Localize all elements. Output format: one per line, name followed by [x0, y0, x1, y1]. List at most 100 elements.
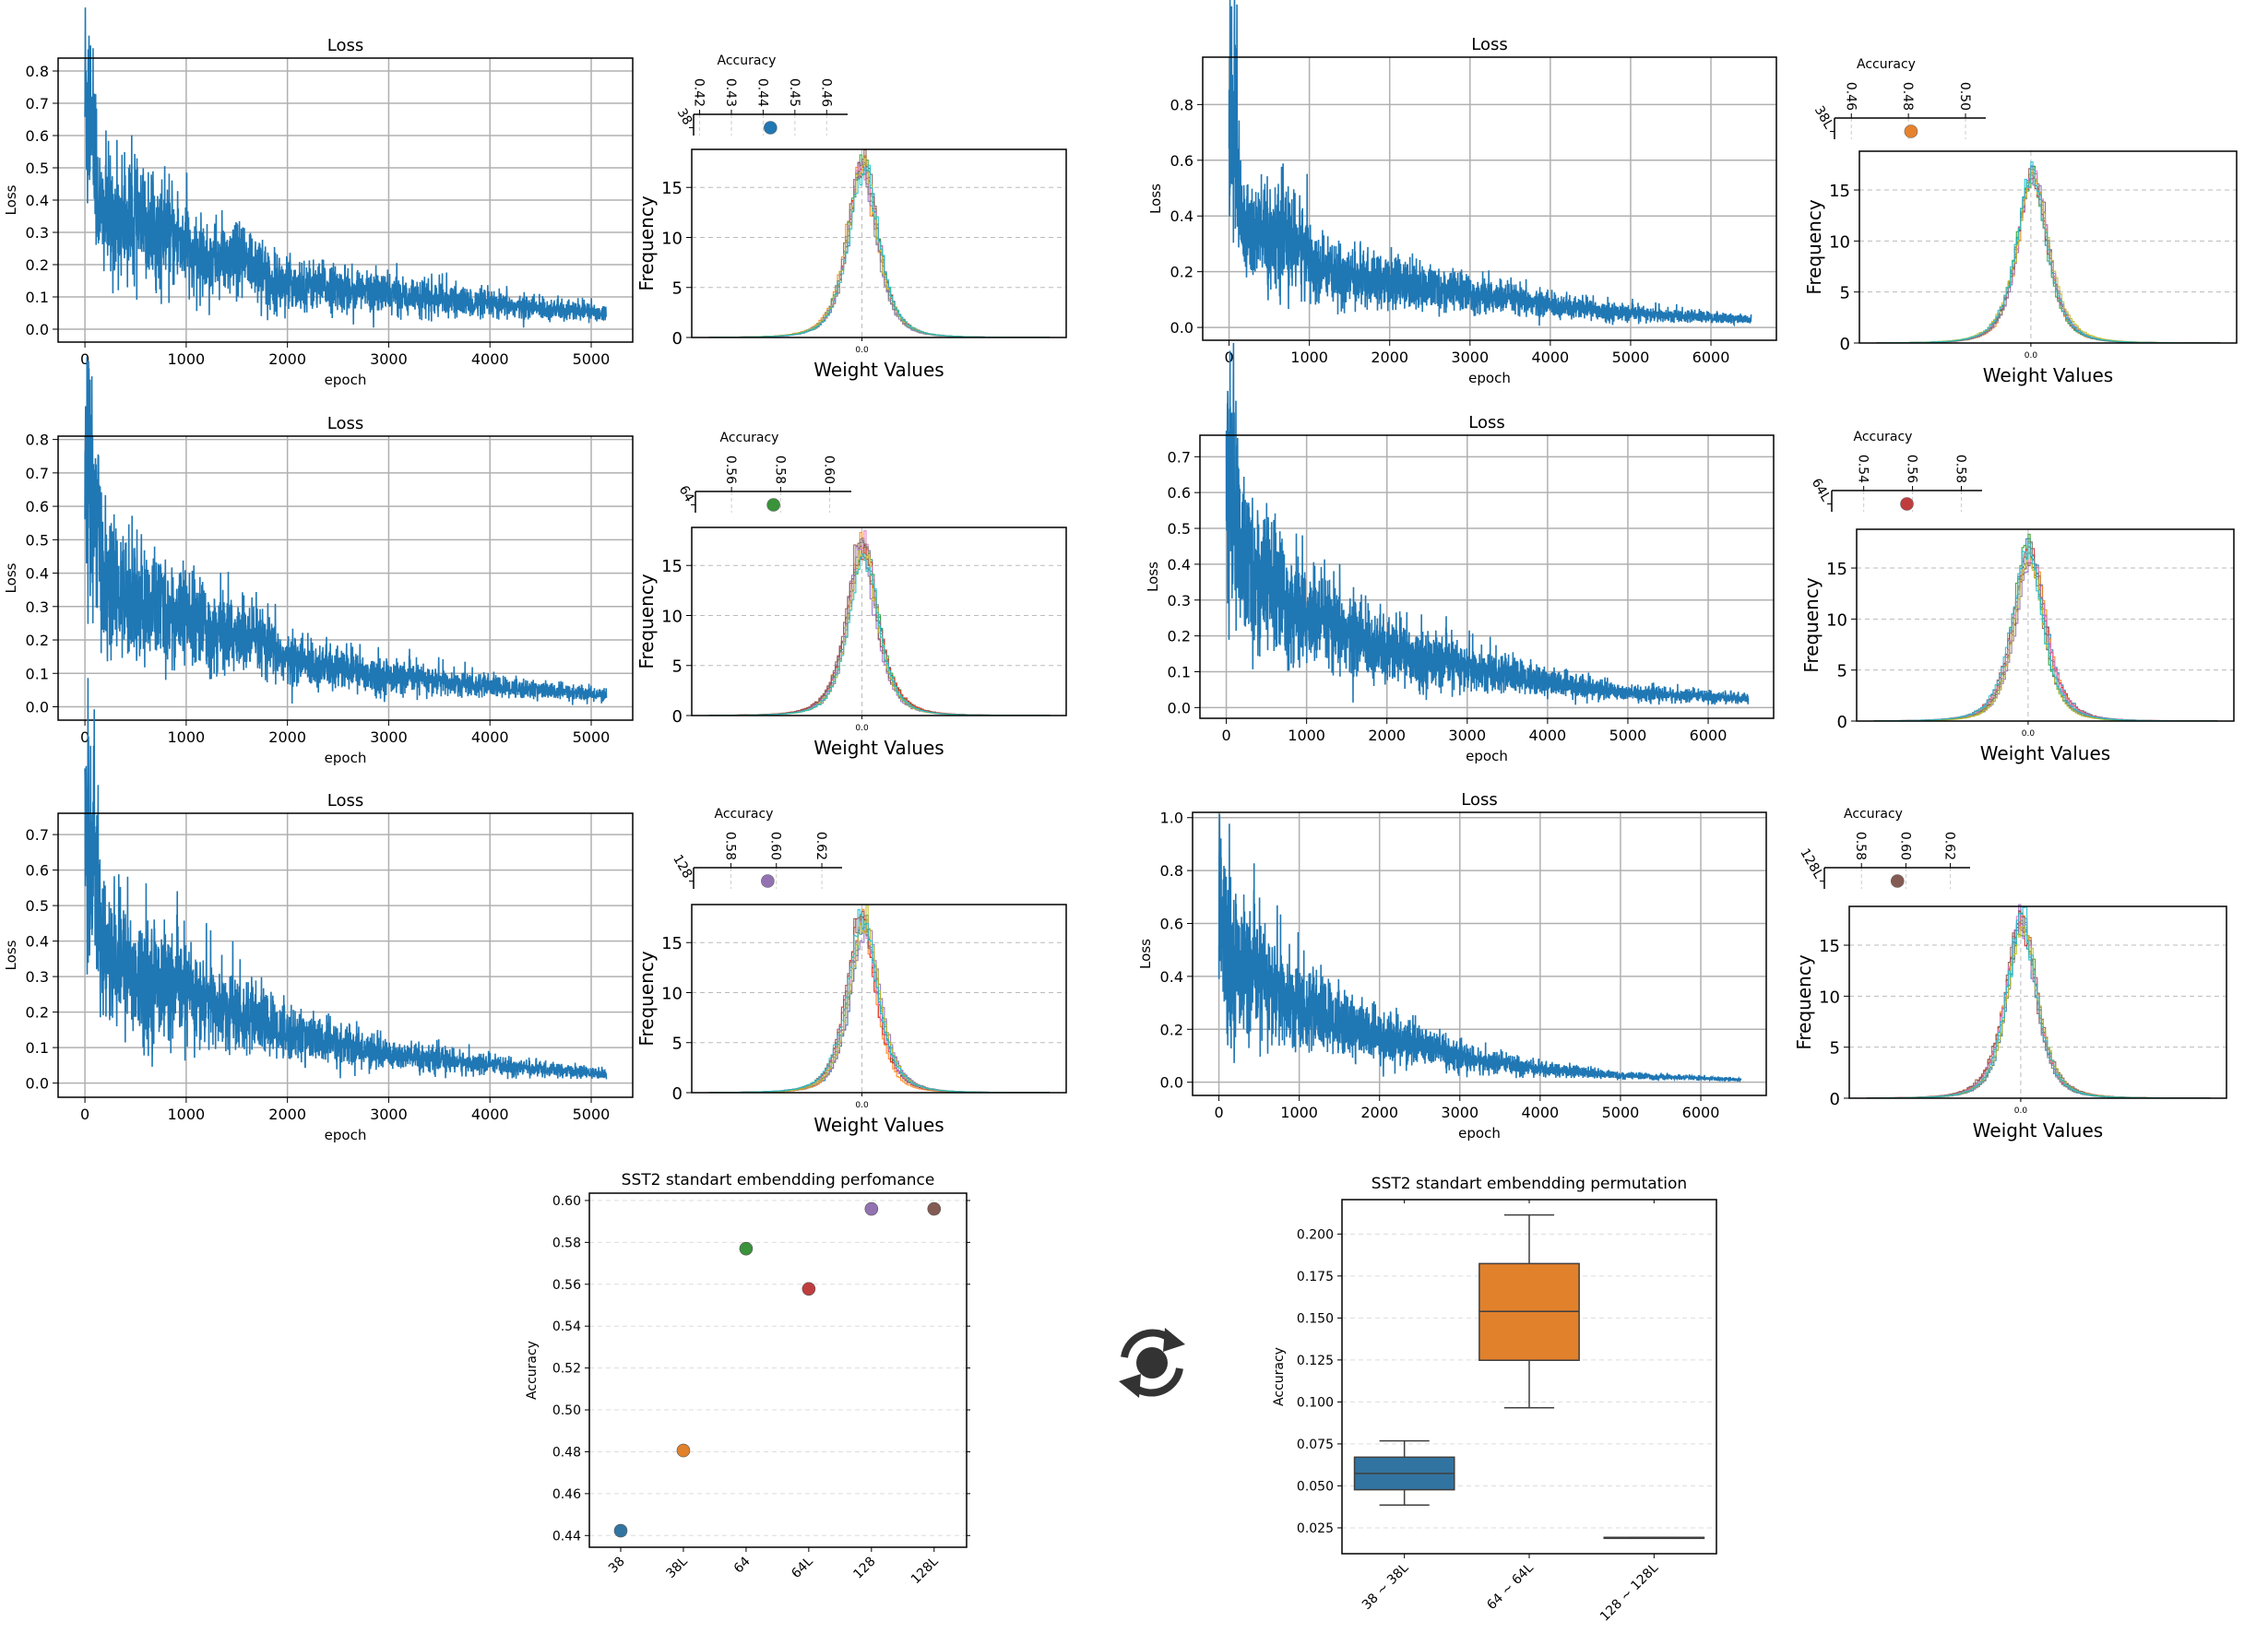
histogram-run-line [1873, 533, 2218, 722]
x-tick-label: 0.46 [818, 78, 833, 107]
x-tick-label: 5000 [1602, 1104, 1640, 1121]
y-tick-label: 0.2 [26, 632, 49, 649]
y-tick-label: 0.125 [1297, 1354, 1334, 1368]
x-tick-label: 1000 [168, 1106, 206, 1123]
x-axis-label: Weight Values [1973, 1119, 2103, 1142]
y-tick-label: 0.58 [552, 1236, 581, 1250]
accuracy-title: Accuracy [1854, 430, 1913, 444]
x-tick-label: 4000 [471, 728, 509, 746]
x-tick-label: 5000 [573, 350, 611, 368]
loss-curve [1228, 0, 1752, 327]
y-tick-label: 0 [1837, 713, 1847, 732]
x-tick-label: 0.0 [2014, 1106, 2028, 1116]
axes-frame [691, 148, 1067, 338]
y-tick-label: 0.46 [552, 1487, 581, 1502]
y-tick-label: 0.7 [26, 95, 49, 112]
histogram-run-line [708, 531, 1051, 716]
histogram-run-line [1866, 927, 2211, 1099]
x-axis-label: Weight Values [813, 737, 944, 759]
y-tick-label: 10 [661, 229, 683, 248]
histogram-run-line [708, 157, 1051, 338]
y-tick-label: 15 [661, 179, 683, 198]
x-tick-label: 0.56 [1905, 455, 1919, 483]
axes-frame [57, 812, 634, 1098]
histogram-run-line [708, 920, 1051, 1094]
chart-title: Loss [1461, 790, 1497, 810]
y-axis-label: Frequency [635, 195, 658, 290]
axes-frame [691, 904, 1067, 1094]
loss-curve [84, 7, 607, 328]
accuracy-point [761, 874, 775, 888]
weight-histogram-64: 0 5 10 15 0.0 Weight Values Frequency [635, 527, 1067, 759]
y-tick-label: 0.56 [552, 1278, 581, 1293]
x-tick-label: 5000 [573, 728, 611, 746]
y-tick-label: 0.8 [1160, 862, 1183, 880]
x-tick-label: 0.45 [787, 78, 802, 107]
y-tick-label: 0.2 [1170, 264, 1193, 281]
x-tick-label: 4000 [1522, 1104, 1560, 1121]
y-tick-label: 5 [1837, 662, 1847, 681]
refresh-icon [1119, 1328, 1185, 1398]
loss-chart-128L: 0 1000 2000 3000 4000 5000 6000 0.0 0.2 0.4 0.6 0.8… [1137, 790, 1767, 1142]
x-tick-label: 0.58 [772, 456, 787, 484]
x-tick-label: 0.58 [1853, 832, 1868, 860]
y-tick-label: 1.0 [1160, 810, 1183, 827]
loss-curve [1225, 342, 1750, 705]
x-tick-label: 0.46 [1843, 82, 1858, 111]
y-tick-label: 0.6 [1170, 152, 1193, 170]
x-axis-label: epoch [325, 750, 367, 766]
y-tick-label: 0.4 [26, 933, 49, 951]
x-tick-label: 0.0 [2022, 729, 2036, 739]
x-axis-label: Weight Values [1980, 742, 2110, 764]
histogram-run-line [708, 905, 1051, 1094]
axes-frame [57, 57, 634, 343]
y-tick-label: 10 [1829, 232, 1850, 252]
y-tick-label: 0.4 [1170, 207, 1193, 225]
y-tick-label: 0.60 [552, 1194, 581, 1209]
accuracy-title: Accuracy [715, 807, 774, 822]
x-tick-label: 5000 [573, 1106, 611, 1123]
accuracy-point [1904, 124, 1918, 138]
y-tick-label: 0 [672, 329, 683, 349]
histogram-run-line [708, 538, 1051, 716]
y-tick-label: 0.3 [26, 968, 49, 986]
axes-frame [1341, 1199, 1717, 1555]
y-tick-label: 0.5 [1168, 520, 1191, 538]
refresh-button[interactable] [1111, 1320, 1193, 1405]
x-tick-label: 1000 [1288, 727, 1325, 744]
y-axis-label: Loss [3, 562, 19, 593]
y-tick-label: 10 [661, 607, 683, 626]
chart-title: Loss [1471, 35, 1507, 54]
x-tick-label: 0.58 [1953, 455, 1968, 483]
y-axis-label: Frequency [1803, 199, 1825, 294]
y-axis-label: Accuracy [525, 1341, 540, 1400]
y-tick-label: 0 [1830, 1090, 1840, 1109]
y-tick-label: 0.5 [26, 531, 49, 549]
x-tick-label: 4000 [1532, 349, 1570, 366]
chart-title: Loss [327, 414, 363, 433]
y-axis-label: Loss [1145, 562, 1161, 592]
x-tick-label: 0 [1221, 727, 1230, 744]
y-tick-label: 10 [1826, 610, 1847, 630]
accuracy-point [1900, 497, 1914, 511]
histogram-run-line [708, 541, 1051, 716]
histogram-run-line [708, 546, 1051, 716]
y-tick-label: 5 [672, 279, 683, 299]
histogram-run-line [708, 157, 1051, 338]
weight-histogram-64L: 0 5 10 15 0.0 Weight Values Frequency [1800, 528, 2235, 764]
histogram-run-line [1866, 916, 2211, 1099]
y-axis-label: Loss [1147, 183, 1164, 214]
y-tick-label: 0.44 [552, 1529, 581, 1544]
y-axis-label: Frequency [635, 951, 658, 1046]
x-tick-label: 3000 [370, 728, 408, 746]
x-tick-label: 0.0 [2025, 351, 2038, 361]
axes-frame [691, 527, 1067, 716]
x-tick-label: 5000 [1612, 349, 1650, 366]
y-tick-label: 0.4 [26, 565, 49, 583]
x-tick-label: 128L [908, 1554, 942, 1587]
x-tick-label: 0.62 [813, 832, 828, 860]
y-tick-label: 128L [1797, 846, 1825, 882]
y-tick-label: 0.200 [1297, 1227, 1334, 1242]
histogram-run-line [1873, 552, 2218, 722]
histogram-run-line [1873, 538, 2218, 722]
